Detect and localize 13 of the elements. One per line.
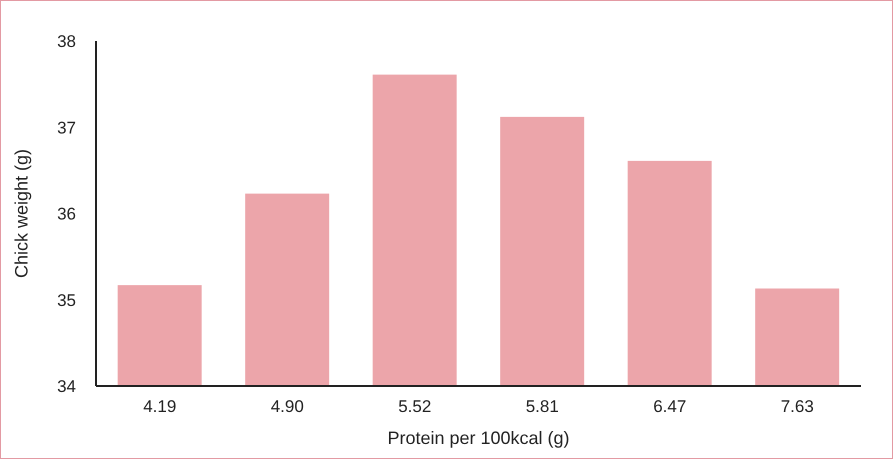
x-tick-label: 4.19 [143, 397, 176, 416]
y-tick-label: 37 [57, 118, 76, 138]
x-tick-label: 6.47 [653, 397, 686, 416]
y-tick-label: 36 [57, 204, 76, 224]
y-tick-label: 38 [57, 32, 76, 52]
x-axis-title: Protein per 100kcal (g) [387, 428, 570, 448]
y-axis-title: Chick weight (g) [11, 148, 32, 278]
y-tick-label: 34 [57, 377, 76, 396]
x-tick-label: 7.63 [780, 397, 814, 416]
x-tick-label: 5.52 [398, 397, 432, 416]
y-tick-label: 35 [57, 290, 76, 310]
x-tick-label: 5.81 [526, 397, 559, 416]
x-tick-label: 4.90 [270, 397, 304, 416]
